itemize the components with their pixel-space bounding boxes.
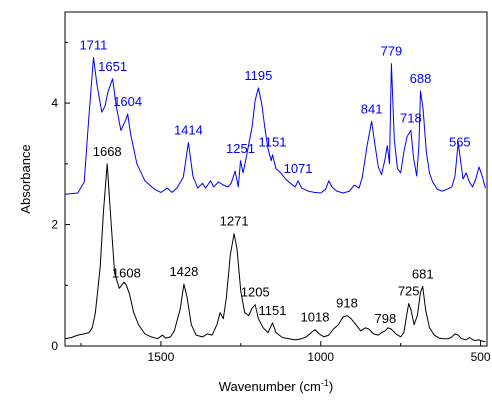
peak-label: 1651 [98, 59, 127, 74]
peak-label: 1151 [258, 135, 286, 150]
y-tick-label: 0 [51, 339, 58, 353]
peak-label: 725 [398, 283, 420, 298]
peak-label: 1668 [93, 144, 122, 159]
x-axis-title-unit-superscript: -1 [321, 378, 329, 388]
y-tick-label: 2 [51, 218, 58, 232]
x-axis-title: Wavenumber (cm-1) [219, 378, 333, 394]
x-axis-ticks: 1500 1000 500 [80, 341, 491, 364]
peak-label: 841 [361, 101, 383, 116]
peak-label: 1271 [220, 214, 249, 229]
peak-label: 688 [410, 71, 432, 86]
peak-label: 1071 [284, 161, 313, 176]
y-tick-label: 4 [51, 96, 58, 110]
peak-label: 779 [381, 44, 403, 59]
peak-label: 1195 [244, 68, 272, 83]
y-axis-ticks: 0 2 4 [51, 41, 70, 353]
peak-label: 1414 [174, 123, 203, 138]
x-axis-title-close: ) [329, 379, 333, 394]
peak-label: 1711 [79, 38, 107, 53]
peak-label: 565 [449, 135, 471, 150]
x-tick-label: 500 [471, 350, 491, 364]
peak-label: 1608 [112, 265, 141, 280]
spectrum-line-1 [64, 57, 486, 195]
peak-label: 798 [374, 311, 396, 326]
plot-frame [64, 11, 488, 347]
spectrum-series [64, 57, 486, 343]
x-tick-label: 1500 [148, 350, 175, 364]
x-tick-label: 1000 [307, 350, 334, 364]
peak-label: 1205 [241, 285, 270, 300]
peak-label: 1018 [301, 310, 330, 325]
peak-label: 681 [412, 266, 434, 281]
x-axis-title-main: Wavenumber (cm [219, 379, 321, 394]
spectrum-line-2 [64, 163, 486, 343]
peak-label: 918 [336, 296, 358, 311]
peak-labels: 1711 1651 1604 1414 1251 1195 1151 1071 841 779 71… [79, 38, 470, 326]
peak-label: 718 [400, 110, 422, 125]
peak-label: 1151 [258, 303, 286, 318]
y-axis-title: Absorbance [18, 144, 33, 213]
peak-label: 1251 [226, 141, 255, 156]
peak-label: 1604 [113, 94, 142, 109]
peak-label: 1428 [169, 264, 198, 279]
